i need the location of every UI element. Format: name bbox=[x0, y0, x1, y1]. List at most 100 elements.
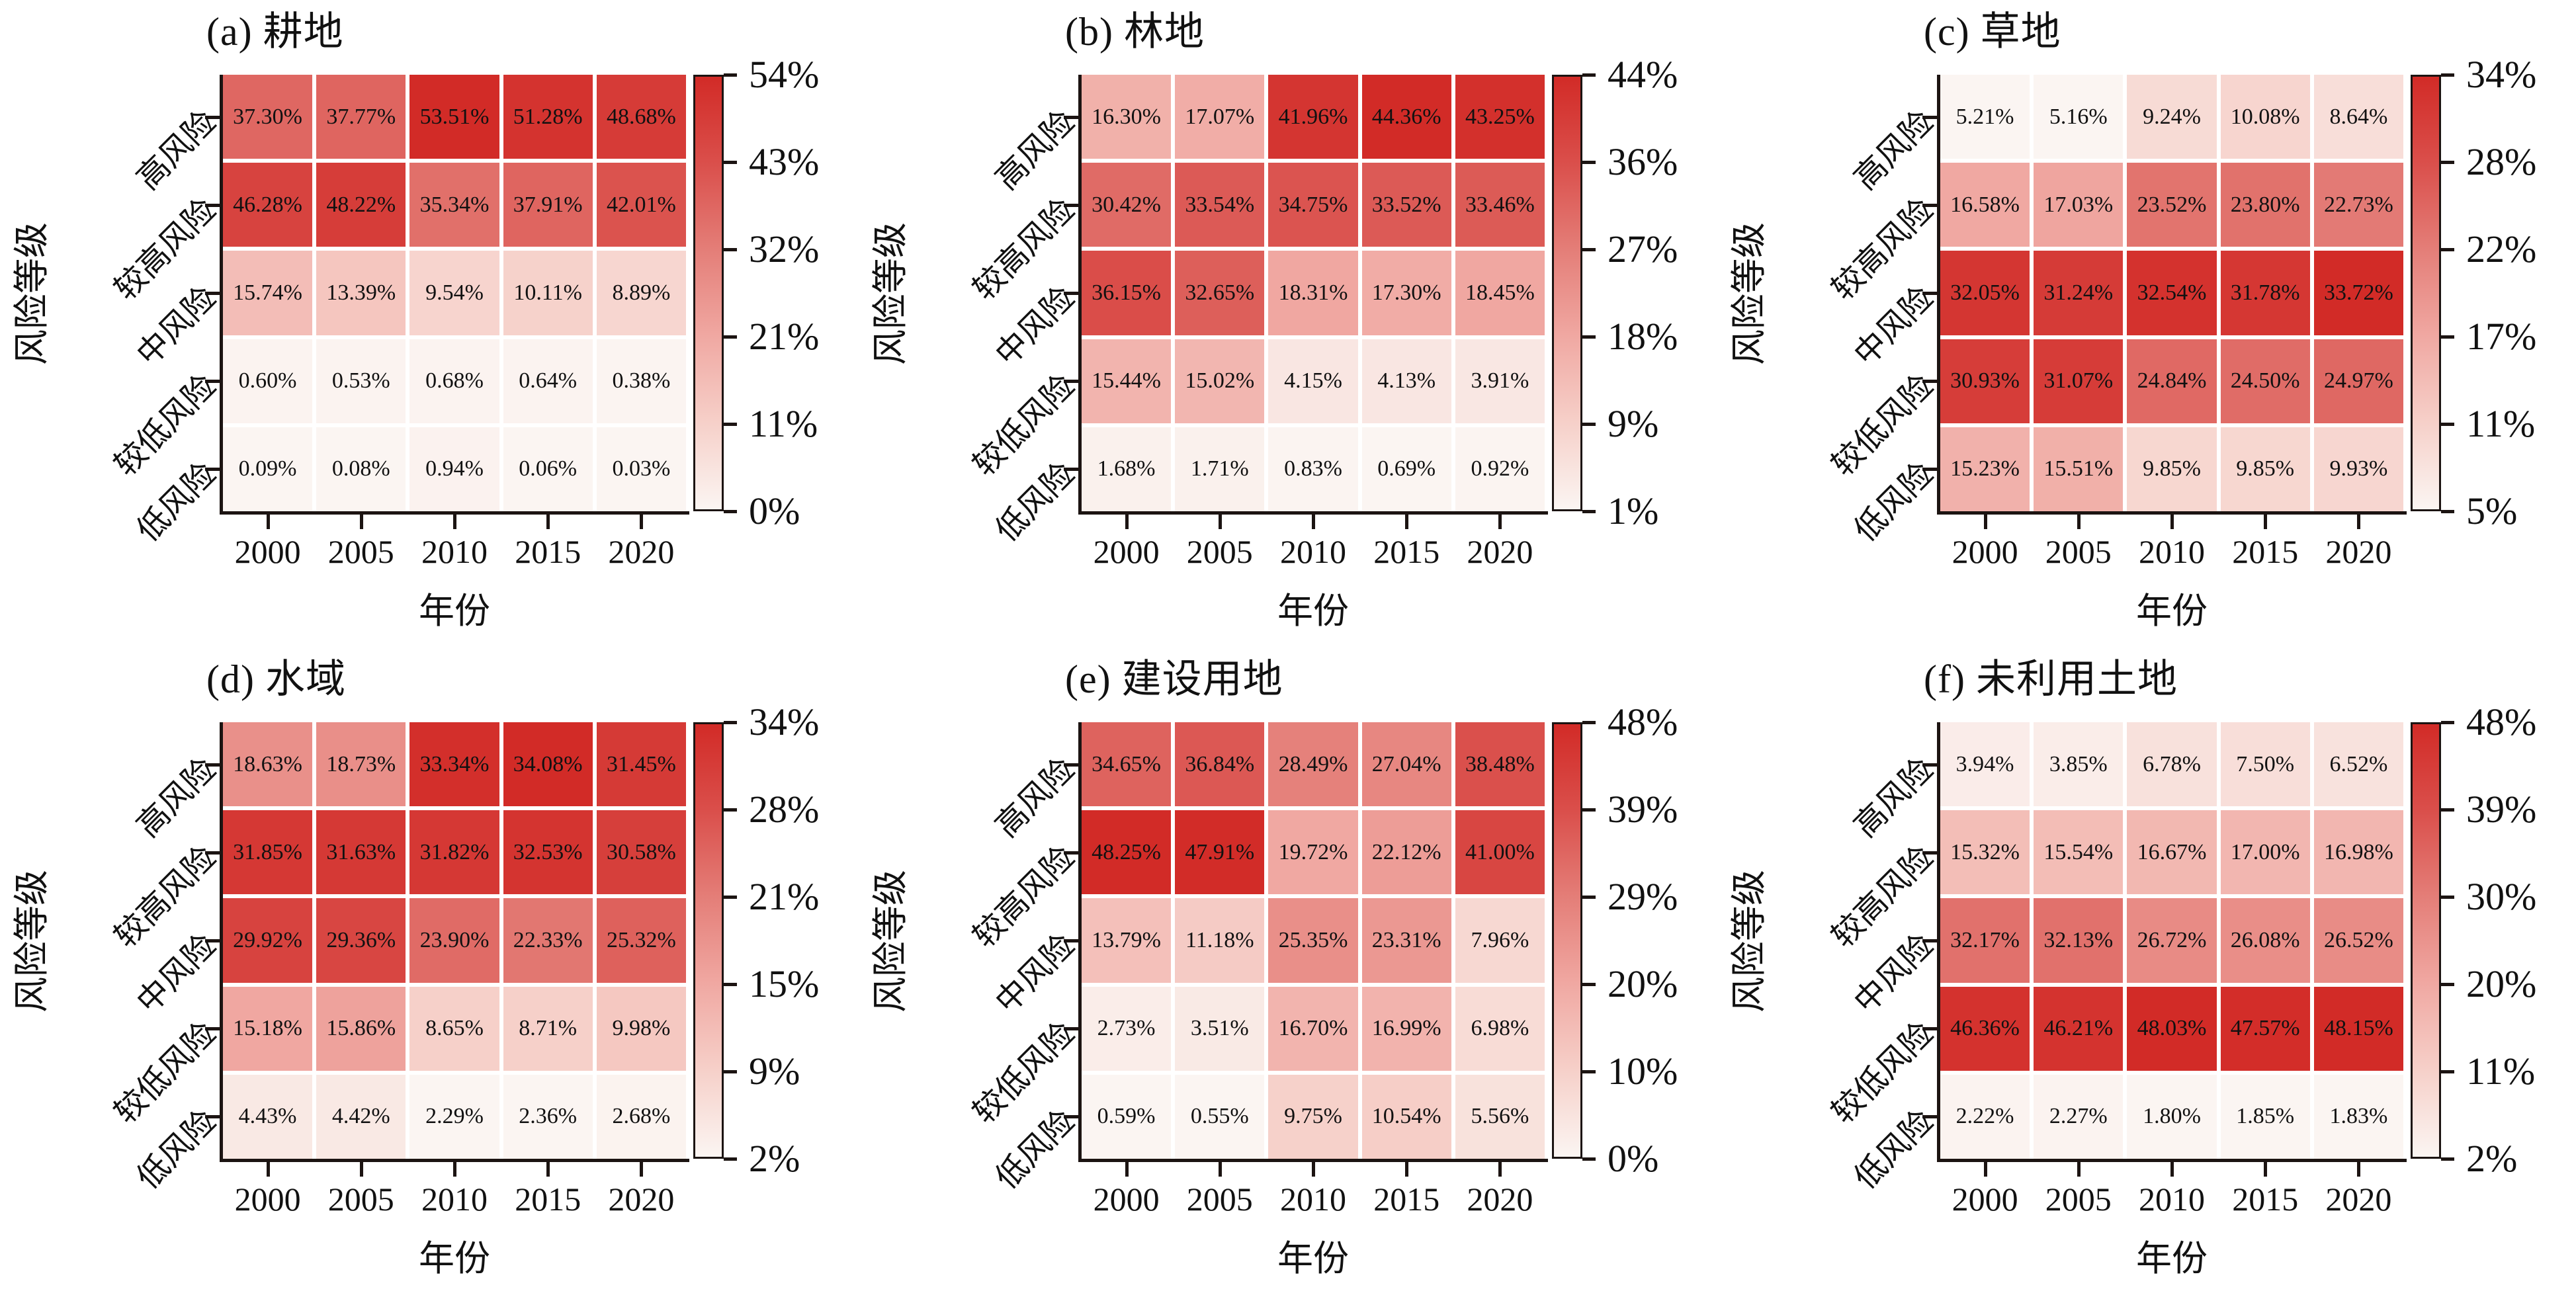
colorbar-tick-label: 0% bbox=[1608, 1137, 1659, 1180]
heatmap-cell: 41.96% bbox=[1268, 75, 1358, 159]
x-tick-label: 2000 bbox=[234, 1181, 301, 1218]
x-tick-label: 2020 bbox=[1467, 1181, 1533, 1218]
colorbar-tick-label: 11% bbox=[749, 402, 818, 445]
heatmap-cell: 24.84% bbox=[2127, 339, 2217, 423]
panel-title: (d) 水域 bbox=[206, 657, 346, 701]
y-axis-tick bbox=[1064, 1027, 1078, 1031]
heatmap-cell: 26.52% bbox=[2313, 898, 2403, 983]
heatmap-grid: 5.21% 5.16% 9.24% 10.08% 8.64% 16.58% 17.03% 23… bbox=[1940, 75, 2403, 511]
heatmap-cell: 6.52% bbox=[2313, 722, 2403, 807]
heatmap-cell: 0.08% bbox=[316, 427, 406, 511]
y-tick-label: 高风险 bbox=[1848, 104, 1940, 196]
axis-spine-bottom bbox=[1078, 1159, 1548, 1162]
axis-spine-bottom bbox=[220, 511, 689, 515]
x-axis-tick bbox=[2264, 1162, 2268, 1177]
heatmap-cell: 9.93% bbox=[2313, 427, 2403, 511]
y-axis-tick bbox=[1922, 203, 1937, 207]
heatmap-cell: 24.50% bbox=[2220, 339, 2310, 423]
heatmap-cell: 0.09% bbox=[223, 427, 313, 511]
y-tick-label: 高风险 bbox=[1848, 751, 1940, 844]
colorbar-tick bbox=[2441, 1070, 2454, 1073]
x-axis-tick bbox=[1983, 515, 1987, 529]
heatmap-cell: 0.03% bbox=[596, 427, 686, 511]
heatmap-cell: 31.07% bbox=[2034, 339, 2124, 423]
heatmap-cell: 48.03% bbox=[2127, 986, 2217, 1071]
colorbar-tick-label: 20% bbox=[2466, 962, 2537, 1005]
colorbar-tick bbox=[1582, 161, 1596, 164]
heatmap-cell: 28.49% bbox=[1268, 722, 1358, 807]
x-axis-tick bbox=[640, 1162, 644, 1177]
heatmap-cell: 34.65% bbox=[1082, 722, 1172, 807]
heatmap-cell: 0.55% bbox=[1175, 1074, 1265, 1159]
heatmap-cell: 2.29% bbox=[409, 1074, 499, 1159]
y-axis-tick bbox=[1064, 380, 1078, 384]
heatmap-cell: 22.12% bbox=[1361, 810, 1451, 895]
colorbar-tick-label: 32% bbox=[749, 228, 820, 271]
colorbar-tick bbox=[724, 423, 737, 426]
heatmap-cell: 2.27% bbox=[2034, 1074, 2124, 1159]
axis-spine-left bbox=[1937, 75, 1940, 515]
x-axis-tick bbox=[453, 515, 456, 529]
colorbar-tick bbox=[2441, 73, 2454, 77]
colorbar-tick bbox=[724, 510, 737, 513]
x-tick-label: 2010 bbox=[2139, 533, 2205, 570]
x-tick-label: 2010 bbox=[1280, 533, 1346, 570]
y-axis-title: 风险等级 bbox=[12, 222, 52, 365]
heatmap-cell: 1.83% bbox=[2313, 1074, 2403, 1159]
y-axis-tick bbox=[1922, 851, 1937, 855]
heatmap-cell: 53.51% bbox=[409, 75, 499, 159]
heatmap-cell: 31.24% bbox=[2034, 251, 2124, 335]
y-axis-tick bbox=[205, 851, 220, 855]
colorbar-tick-label: 15% bbox=[749, 962, 820, 1005]
x-axis-title: 年份 bbox=[1277, 591, 1349, 631]
x-tick-label: 2010 bbox=[421, 1181, 488, 1218]
colorbar-tick-label: 10% bbox=[1608, 1050, 1678, 1093]
heatmap-panel: (e) 建设用地 风险等级 34.65% 36.84% 28.49% 27.04% 38.4… bbox=[859, 648, 1717, 1295]
heatmap-grid: 34.65% 36.84% 28.49% 27.04% 38.48% 48.25% 47.9… bbox=[1082, 722, 1545, 1159]
x-tick-label: 2010 bbox=[1280, 1181, 1346, 1218]
x-axis-tick bbox=[1498, 1162, 1502, 1177]
x-tick-label: 2000 bbox=[1093, 1181, 1160, 1218]
heatmap-cell: 25.32% bbox=[596, 898, 686, 983]
x-tick-label: 2005 bbox=[1186, 1181, 1253, 1218]
x-tick-label: 2005 bbox=[2045, 1181, 2112, 1218]
colorbar-tick bbox=[724, 335, 737, 339]
heatmap-cell: 3.94% bbox=[1940, 722, 2030, 807]
heatmap-cell: 37.77% bbox=[316, 75, 406, 159]
heatmap-cell: 3.85% bbox=[2034, 722, 2124, 807]
colorbar-tick bbox=[2441, 248, 2454, 251]
heatmap-cell: 48.68% bbox=[596, 75, 686, 159]
x-tick-label: 2020 bbox=[1467, 533, 1533, 570]
heatmap-cell: 23.31% bbox=[1361, 898, 1451, 983]
colorbar-tick-label: 22% bbox=[2466, 228, 2537, 271]
colorbar-tick bbox=[1582, 335, 1596, 339]
heatmap-cell: 48.15% bbox=[2313, 986, 2403, 1071]
heatmap-cell: 22.33% bbox=[503, 898, 593, 983]
panel-title: (b) 林地 bbox=[1065, 10, 1205, 54]
heatmap-cell: 17.30% bbox=[1361, 251, 1451, 335]
heatmap-cell: 5.21% bbox=[1940, 75, 2030, 159]
heatmap-cell: 15.02% bbox=[1175, 339, 1265, 423]
heatmap-cell: 18.45% bbox=[1455, 251, 1545, 335]
colorbar-tick-label: 11% bbox=[2466, 1050, 2536, 1093]
y-axis-tick bbox=[1922, 763, 1937, 767]
heatmap-panel: (b) 林地 风险等级 16.30% 17.07% 41.96% 44.36% 43.25%… bbox=[859, 0, 1717, 648]
y-axis-tick bbox=[1064, 292, 1078, 295]
x-axis-tick bbox=[546, 515, 550, 529]
heatmap-cell: 23.80% bbox=[2220, 163, 2310, 247]
heatmap-cell: 41.00% bbox=[1455, 810, 1545, 895]
panel-title: (f) 未利用土地 bbox=[1924, 657, 2178, 701]
heatmap-cell: 47.57% bbox=[2220, 986, 2310, 1071]
axis-spine-bottom bbox=[220, 1159, 689, 1162]
heatmap-cell: 8.65% bbox=[409, 986, 499, 1071]
colorbar-tick-label: 21% bbox=[749, 875, 820, 918]
y-axis-tick bbox=[1922, 1027, 1937, 1031]
x-tick-label: 2015 bbox=[2232, 533, 2299, 570]
x-axis-tick bbox=[1405, 515, 1409, 529]
colorbar-tick bbox=[724, 248, 737, 251]
heatmap-cell: 17.07% bbox=[1175, 75, 1265, 159]
colorbar-tick-label: 48% bbox=[1608, 700, 1678, 743]
heatmap-cell: 16.67% bbox=[2127, 810, 2217, 895]
heatmap-cell: 15.51% bbox=[2034, 427, 2124, 511]
heatmap-cell: 22.73% bbox=[2313, 163, 2403, 247]
